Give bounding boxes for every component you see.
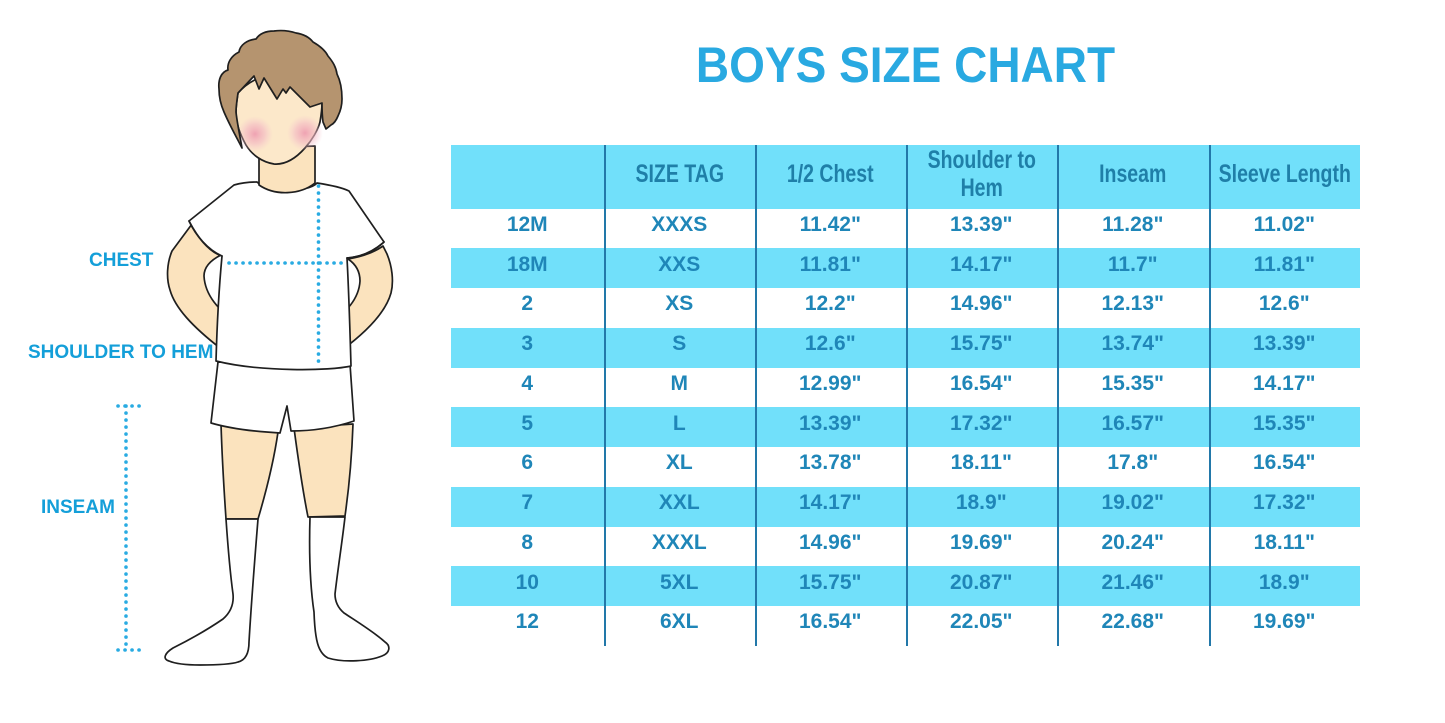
svg-text:CHEST: CHEST <box>89 250 154 271</box>
svg-text:INSEAM: INSEAM <box>41 497 115 518</box>
svg-text:SHOULDER TO HEM: SHOULDER TO HEM <box>28 342 213 363</box>
